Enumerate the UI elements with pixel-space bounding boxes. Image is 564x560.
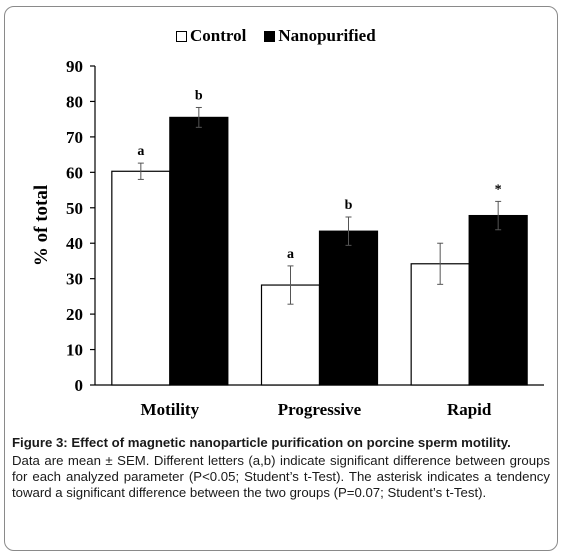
y-tick-label: 10	[66, 341, 83, 360]
significance-label: b	[345, 198, 353, 213]
x-tick-label-progressive: Progressive	[278, 400, 362, 419]
caption-body: Data are mean ± SEM. Different letters (…	[12, 453, 550, 500]
x-tick-label-motility: Motility	[141, 400, 200, 419]
x-tick-label-rapid: Rapid	[447, 400, 492, 419]
y-tick-label: 50	[66, 199, 83, 218]
legend-swatch-control	[176, 30, 187, 42]
y-tick-label: 70	[66, 128, 83, 147]
bar-nanopurified-motility	[169, 116, 229, 386]
y-tick-label: 80	[66, 92, 83, 111]
figure-caption: Figure 3: Effect of magnetic nanoparticl…	[12, 435, 550, 501]
y-tick-label: 40	[66, 234, 83, 253]
significance-label: b	[195, 88, 203, 103]
bar-control-motility	[111, 170, 171, 386]
significance-label: a	[287, 247, 294, 262]
bar-nanopurified-rapid	[468, 214, 528, 386]
y-tick-label: 60	[66, 163, 83, 182]
bar-chart: 0 10 20 30 40 50 60 70 80 90 % of total a b Motility a…	[31, 57, 544, 419]
y-tick-label: 0	[75, 376, 84, 395]
legend-swatch-nanopurified	[264, 30, 276, 42]
y-axis-title: % of total	[31, 185, 52, 266]
y-tick-label: 20	[66, 305, 83, 324]
bar-nanopurified-progressive	[318, 230, 379, 386]
legend-label-nanopurified: Nanopurified	[278, 26, 376, 45]
legend-item-nanopurified: Nanopurified	[264, 26, 376, 46]
legend: Control Nanopurified	[176, 26, 376, 46]
y-tick-label: 90	[66, 57, 83, 76]
legend-item-control: Control	[176, 26, 246, 46]
significance-label: *	[495, 182, 502, 197]
y-tick-label: 30	[66, 270, 83, 289]
caption-title: Figure 3: Effect of magnetic nanoparticl…	[12, 435, 511, 450]
significance-label: a	[137, 144, 144, 159]
legend-label-control: Control	[190, 26, 247, 45]
